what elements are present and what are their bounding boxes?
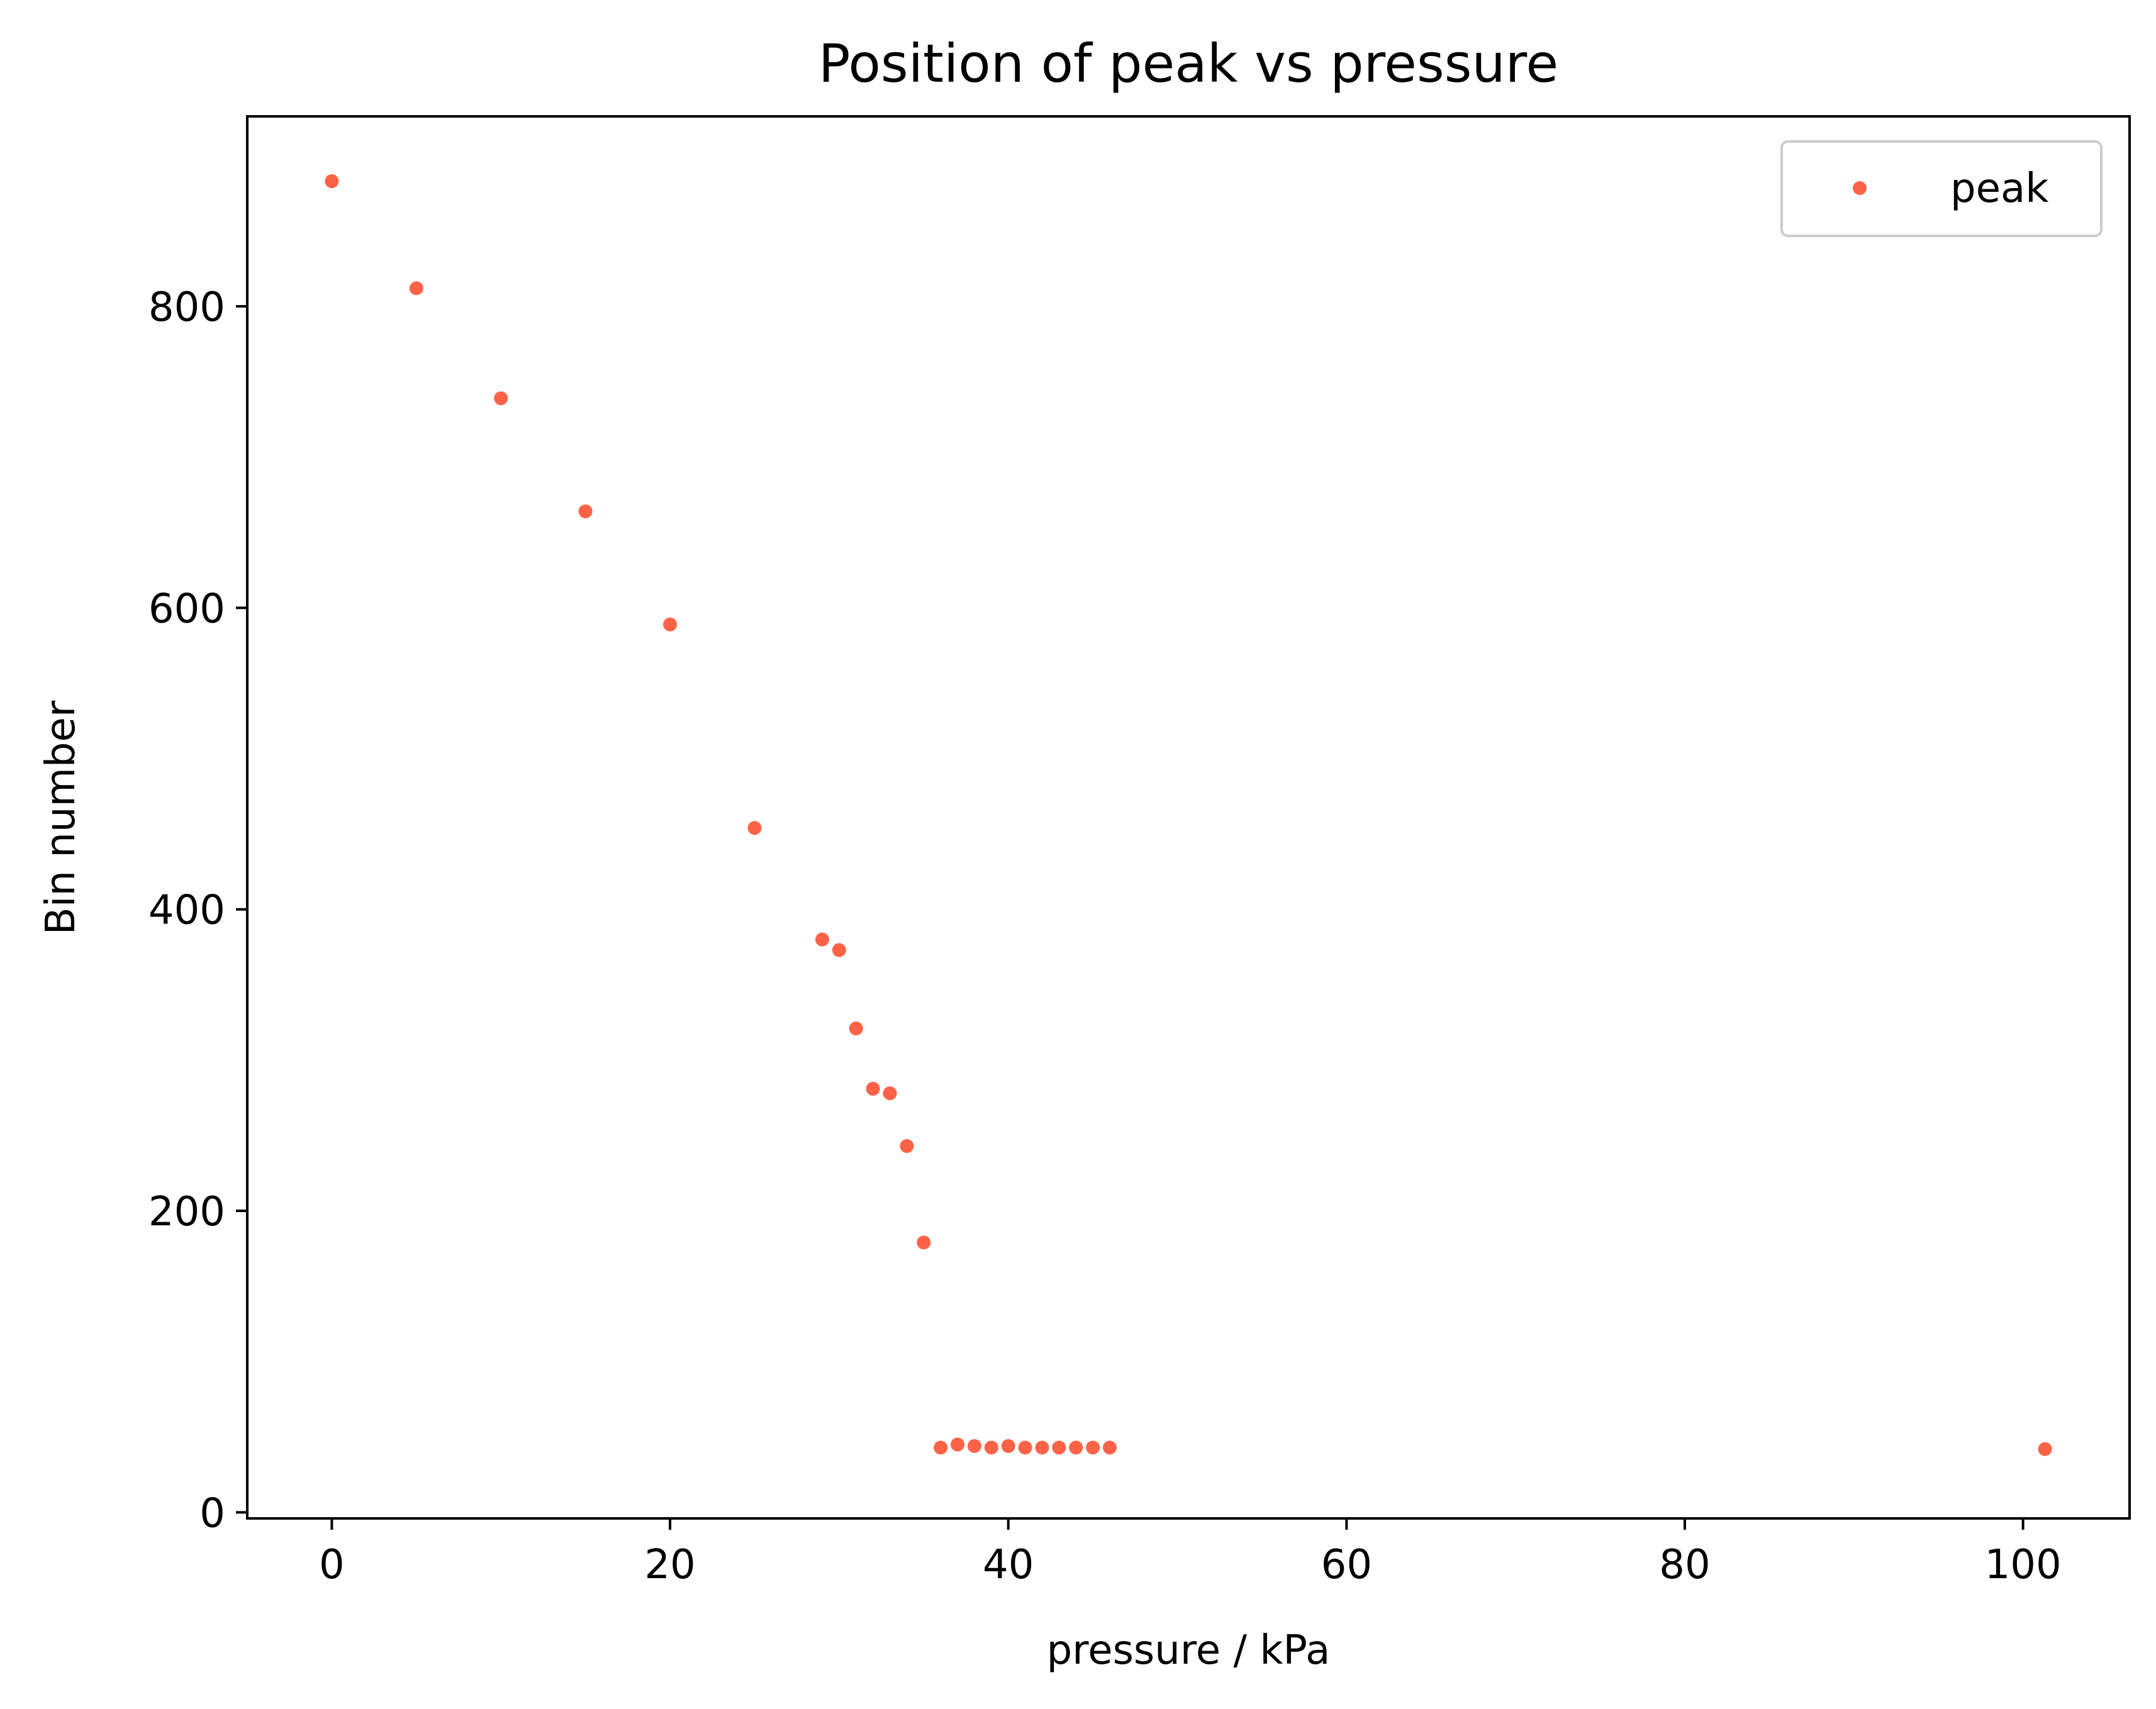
y-tick-label: 200 bbox=[148, 1189, 225, 1235]
data-points bbox=[325, 174, 2052, 1456]
data-point bbox=[883, 1086, 897, 1101]
data-point bbox=[984, 1440, 998, 1455]
y-tick-label: 400 bbox=[148, 888, 225, 934]
data-point bbox=[900, 1138, 914, 1153]
data-point bbox=[1086, 1440, 1100, 1455]
data-point bbox=[1069, 1440, 1083, 1455]
x-tick-label: 40 bbox=[983, 1542, 1034, 1588]
data-point bbox=[866, 1081, 880, 1096]
y-axis-ticks: 0 200 400 600 800 bbox=[148, 284, 247, 1537]
data-point bbox=[1035, 1440, 1049, 1455]
legend-marker bbox=[1853, 181, 1867, 195]
x-tick-label: 60 bbox=[1321, 1542, 1372, 1588]
data-point bbox=[1102, 1440, 1117, 1455]
data-point bbox=[494, 391, 508, 406]
x-tick-label: 20 bbox=[644, 1542, 695, 1588]
data-point bbox=[2038, 1442, 2052, 1456]
data-point bbox=[325, 174, 339, 189]
data-point bbox=[1018, 1440, 1032, 1455]
data-point bbox=[409, 281, 423, 296]
data-point bbox=[1001, 1439, 1015, 1453]
x-axis-ticks: 0 20 40 60 80 100 bbox=[319, 1518, 2062, 1588]
data-point bbox=[967, 1439, 981, 1453]
y-tick-label: 0 bbox=[199, 1490, 225, 1537]
y-tick-label: 600 bbox=[148, 586, 225, 632]
x-axis-label: pressure / kPa bbox=[1047, 1627, 1331, 1674]
data-point bbox=[578, 504, 593, 518]
data-point bbox=[849, 1022, 863, 1036]
y-tick-label: 800 bbox=[148, 284, 225, 331]
legend-label-peak: peak bbox=[1950, 165, 2048, 212]
data-point bbox=[951, 1437, 965, 1452]
data-point bbox=[747, 821, 762, 835]
data-point bbox=[1052, 1440, 1066, 1455]
data-point bbox=[815, 932, 829, 947]
y-axis-label: Bin number bbox=[38, 700, 84, 935]
chart-title: Position of peak vs pressure bbox=[818, 33, 1558, 94]
x-tick-label: 80 bbox=[1659, 1542, 1710, 1588]
data-point bbox=[832, 943, 846, 957]
data-point bbox=[934, 1440, 948, 1455]
legend: peak bbox=[1780, 140, 2103, 237]
x-tick-label: 100 bbox=[1985, 1542, 2062, 1588]
axes-frame bbox=[246, 115, 2131, 1520]
data-point bbox=[663, 617, 678, 632]
legend-box bbox=[1780, 140, 2103, 237]
data-point bbox=[917, 1235, 931, 1250]
x-tick-label: 0 bbox=[319, 1542, 345, 1588]
